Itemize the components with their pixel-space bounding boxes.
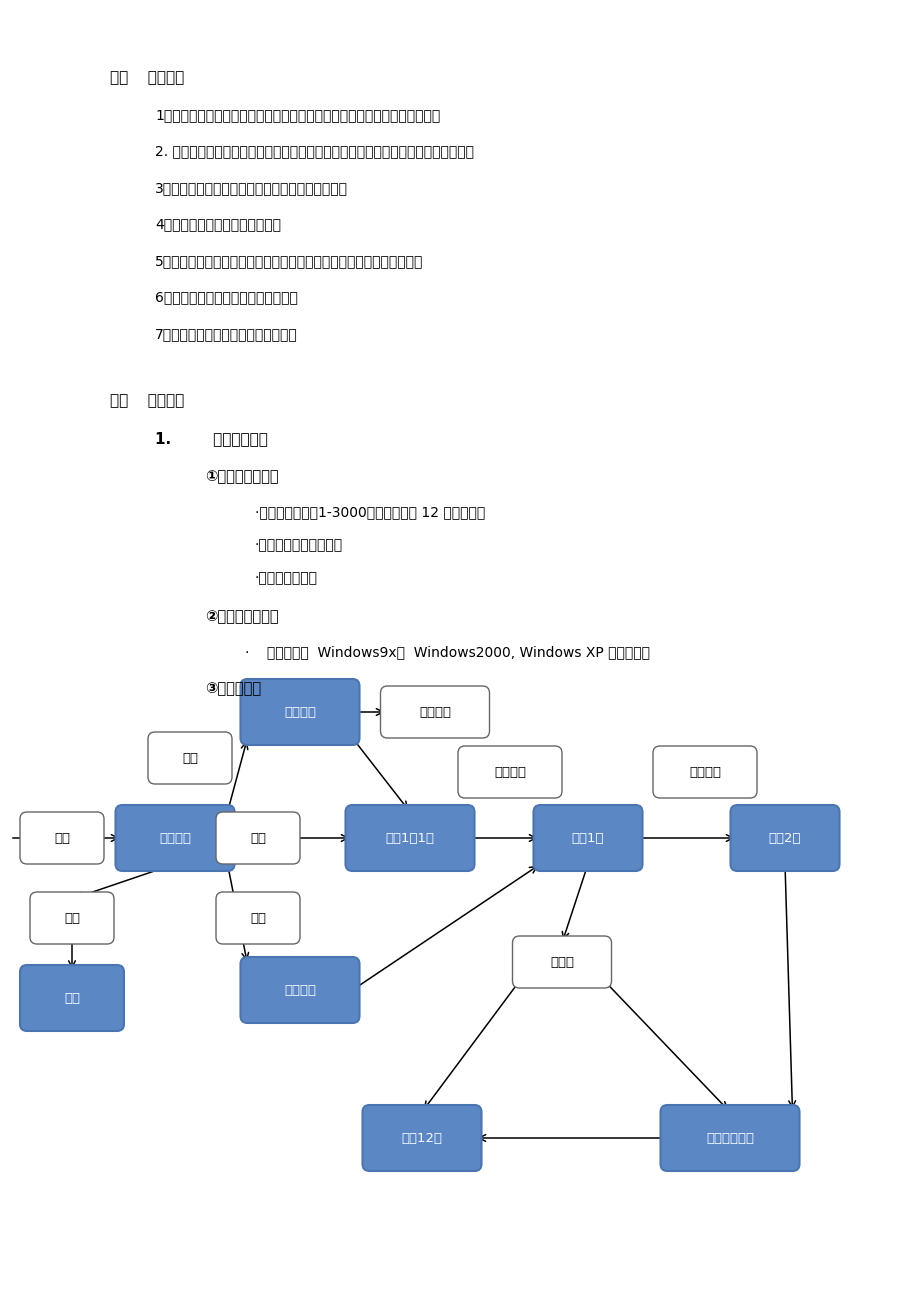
Text: 任意键: 任意键 [550, 956, 573, 968]
Text: 4．掌握结构化数据流分析技术。: 4．掌握结构化数据流分析技术。 [154, 217, 280, 231]
Text: 计算1月1日: 计算1月1日 [385, 832, 434, 845]
Text: 显示表头: 显示表头 [284, 984, 315, 997]
Text: 2. 在软件系统开发过程中，能综合利用一门编程语言和软件工程等多门课程的知识。: 2. 在软件系统开发过程中，能综合利用一门编程语言和软件工程等多门课程的知识。 [154, 144, 473, 159]
Text: ·能解决闰年和平年问题: ·能解决闰年和平年问题 [255, 538, 343, 552]
FancyBboxPatch shape [216, 892, 300, 944]
Text: 7．掌握集成测试的一般步骤和技术。: 7．掌握集成测试的一般步骤和技术。 [154, 328, 298, 341]
FancyBboxPatch shape [346, 805, 474, 871]
FancyBboxPatch shape [380, 686, 489, 738]
FancyBboxPatch shape [116, 805, 234, 871]
FancyBboxPatch shape [240, 679, 359, 745]
Text: 显示12月: 显示12月 [401, 1131, 442, 1144]
Text: 5．掌握结构化程序设计的基本概念与技术，并且养成良好的编码风格。: 5．掌握结构化程序设计的基本概念与技术，并且养成良好的编码风格。 [154, 254, 423, 268]
Text: ·    操作系统：  Windows9x，  Windows2000, Windows XP 及更高版本: · 操作系统： Windows9x， Windows2000, Windows … [244, 646, 650, 659]
Text: 3．培养良好的软件开发习惯，了解软件企业文化。: 3．培养良好的软件开发习惯，了解软件企业文化。 [154, 181, 347, 195]
Text: ②、运行需求分析: ②、运行需求分析 [205, 610, 278, 624]
FancyBboxPatch shape [30, 892, 114, 944]
FancyBboxPatch shape [20, 965, 124, 1031]
Text: 显示2月: 显示2月 [768, 832, 800, 845]
Text: ·输入一个年份（1-3000），然后显示 12 个月的月历: ·输入一个年份（1-3000），然后显示 12 个月的月历 [255, 506, 484, 520]
FancyBboxPatch shape [362, 1105, 481, 1171]
FancyBboxPatch shape [458, 746, 562, 798]
Text: 显示其他月份: 显示其他月份 [705, 1131, 754, 1144]
Text: ③、数据流图: ③、数据流图 [205, 681, 261, 697]
FancyBboxPatch shape [730, 805, 839, 871]
Text: 年份: 年份 [54, 832, 70, 845]
Text: ·能输出显示结果: ·能输出显示结果 [255, 572, 318, 585]
FancyBboxPatch shape [652, 746, 756, 798]
Text: 二．    实验内容: 二． 实验内容 [110, 394, 184, 408]
FancyBboxPatch shape [533, 805, 641, 871]
FancyBboxPatch shape [512, 936, 611, 988]
Text: 检查输入: 检查输入 [159, 832, 191, 845]
Text: 年份: 年份 [250, 911, 266, 924]
Text: 是否闰年: 是否闰年 [418, 706, 450, 719]
Text: 显示1月: 显示1月 [571, 832, 604, 845]
FancyBboxPatch shape [20, 812, 104, 864]
Text: 开始信息: 开始信息 [494, 766, 526, 779]
Text: 一．    实验目的: 一． 实验目的 [110, 70, 184, 84]
Text: 1.        软件需求分析: 1. 软件需求分析 [154, 432, 267, 446]
Text: 年份: 年份 [250, 832, 266, 845]
Text: 开始信息: 开始信息 [688, 766, 720, 779]
Text: 年份: 年份 [182, 751, 198, 764]
Text: 非法: 非法 [64, 911, 80, 924]
FancyBboxPatch shape [660, 1105, 799, 1171]
FancyBboxPatch shape [240, 957, 359, 1023]
Text: 1．能按照软件工程的思想，采用面向过程的方法开发出一个小型软件系统。: 1．能按照软件工程的思想，采用面向过程的方法开发出一个小型软件系统。 [154, 108, 440, 122]
Text: 确定年份: 确定年份 [284, 706, 315, 719]
FancyBboxPatch shape [148, 732, 232, 784]
FancyBboxPatch shape [216, 812, 300, 864]
Text: ①、功能需求分析: ①、功能需求分析 [205, 469, 278, 485]
Text: 6．掌握单元测试的一般步骤及技术。: 6．掌握单元测试的一般步骤及技术。 [154, 290, 298, 304]
Text: 错误: 错误 [64, 992, 80, 1005]
